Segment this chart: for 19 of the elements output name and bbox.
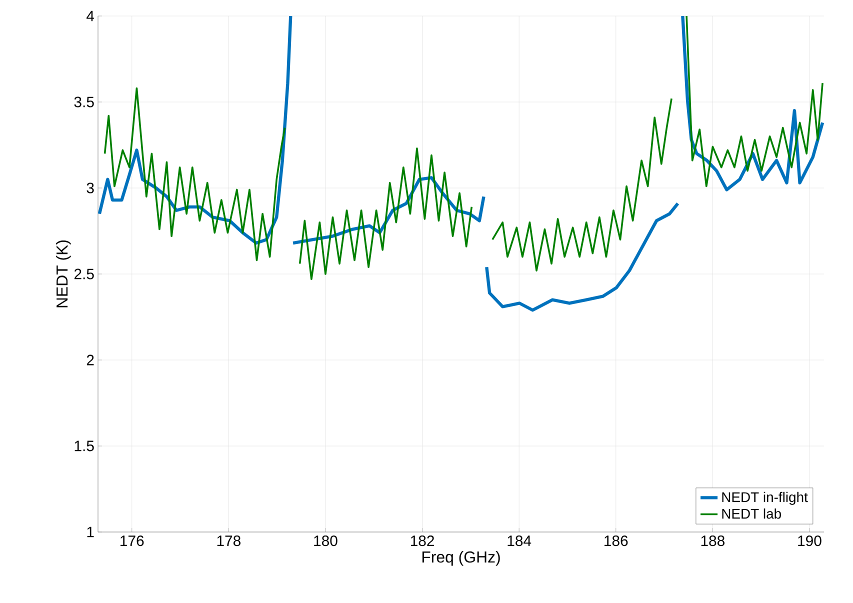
x-tick-label: 190: [798, 536, 822, 546]
x-tick-label: 178: [217, 536, 240, 546]
x-tick-label: 188: [701, 536, 724, 546]
y-axis-title: NEDT (K): [56, 240, 71, 308]
x-tick-label: 186: [604, 536, 628, 546]
y-tick-label: 2: [86, 354, 94, 366]
legend-label: NEDT in-flight: [722, 492, 808, 505]
y-tick-label: 1: [87, 526, 94, 538]
y-tick-label: 4: [86, 10, 94, 22]
y-tick-label: 2.5: [74, 268, 94, 280]
y-tick-label: 3.5: [74, 96, 94, 108]
y-tick-label: 3: [86, 182, 94, 194]
legend-label: NEDT lab: [722, 508, 781, 519]
y-tick-label: 1.5: [74, 440, 94, 452]
x-tick-label: 182: [410, 536, 434, 546]
x-axis-title: Freq (GHz): [422, 550, 500, 566]
x-tick-label: 184: [508, 536, 532, 546]
x-tick-label: 176: [120, 536, 144, 546]
x-tick-label: 180: [314, 536, 338, 546]
